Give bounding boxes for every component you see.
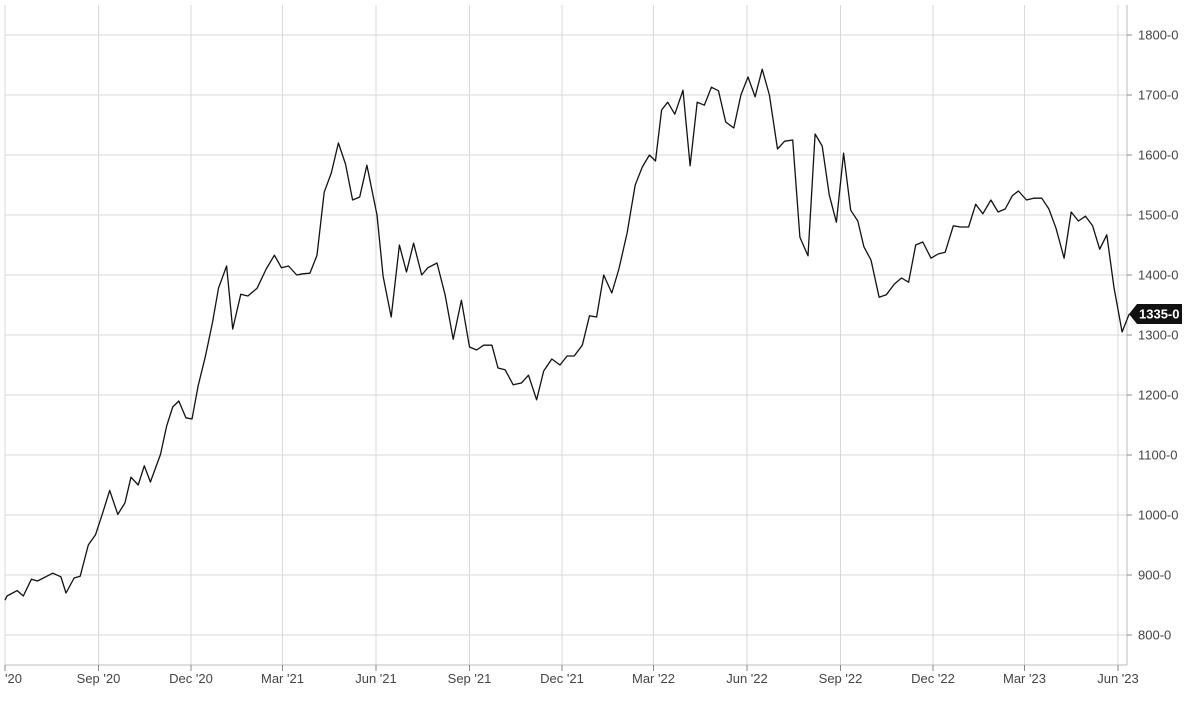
x-tick-label: Sep '22 [819,671,863,686]
y-tick-label: 1600-0 [1138,148,1178,163]
y-tick-label: 800-0 [1138,628,1171,643]
x-tick-label: Dec '22 [911,671,955,686]
y-tick-label: 1300-0 [1138,328,1178,343]
x-tick-label: Sep '21 [448,671,492,686]
y-tick-label: 900-0 [1138,568,1171,583]
y-tick-label: 1100-0 [1138,448,1178,463]
x-tick-label: Dec '20 [169,671,213,686]
x-tick-label: Mar '21 [261,671,304,686]
x-tick-label: Jun '22 [726,671,768,686]
series [4,68,1130,601]
x-tick-label: Dec '21 [540,671,584,686]
y-tick-label: 1800-0 [1138,28,1178,43]
x-tick-label: Jun '21 [355,671,397,686]
gridlines [4,5,1127,665]
y-tick-label: 1500-0 [1138,208,1178,223]
y-axis-ticks: 800-0 900-0 1000-0 1100-0 1200-0 1300-0 1400-0… [1127,28,1178,643]
x-tick-label: Mar '23 [1003,671,1046,686]
y-tick-label: 1000-0 [1138,508,1178,523]
x-axis-ticks: '20 Sep '20 Dec '20 Mar '21 Jun '21 Sep '21 De… [4,665,1139,686]
y-tick-label: 1200-0 [1138,388,1178,403]
x-tick-label: Sep '20 [77,671,121,686]
x-tick-label: Mar '22 [632,671,675,686]
price-series-line [4,68,1130,601]
last-value-badge [1129,304,1182,324]
x-tick-label: Jun '23 [1097,671,1139,686]
last-value-text: 1335-0 [1139,307,1179,322]
y-tick-label: 1400-0 [1138,268,1178,283]
x-tick-label: '20 [5,671,22,686]
last-value-label: 1335-0 [1129,304,1182,324]
y-tick-label: 1700-0 [1138,88,1178,103]
